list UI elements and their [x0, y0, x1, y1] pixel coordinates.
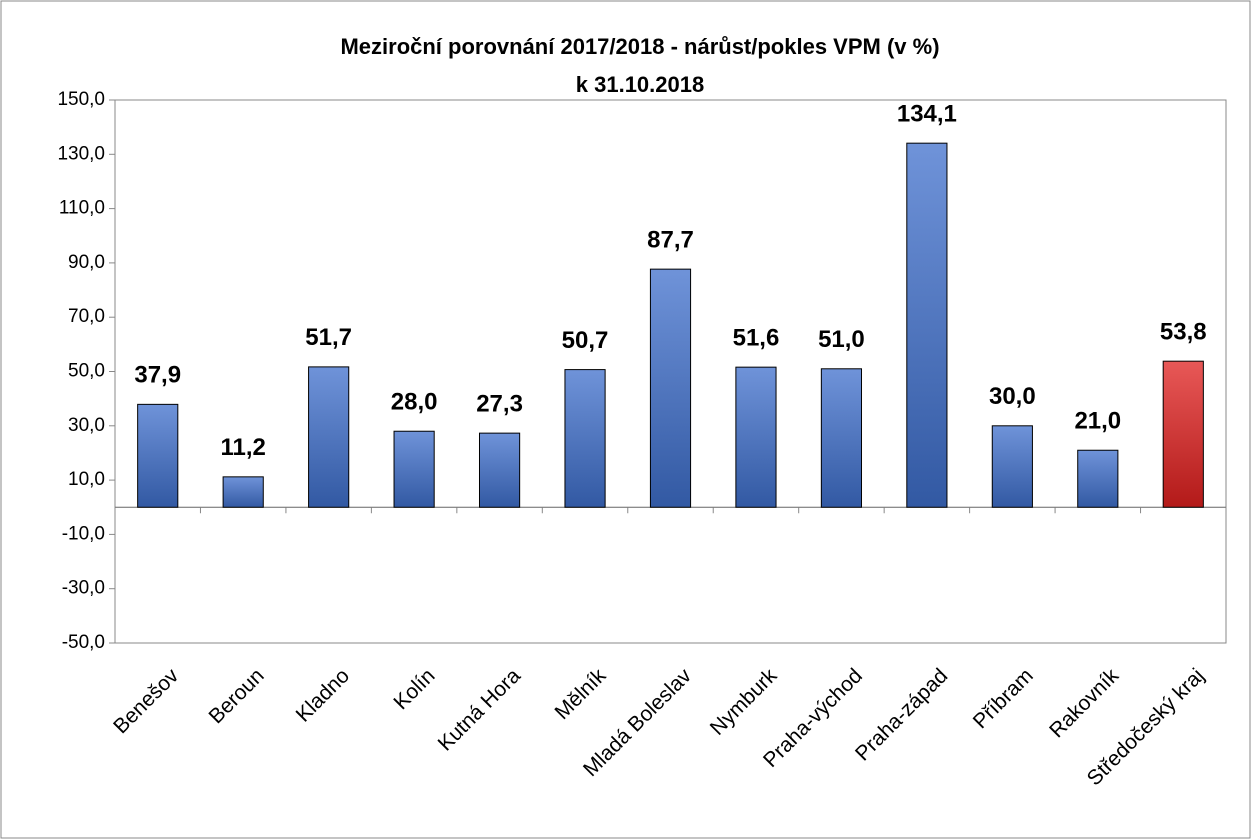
- bar: [308, 366, 350, 508]
- data-label: 30,0: [989, 383, 1036, 410]
- y-tick-label: 150,0: [57, 89, 105, 110]
- y-tick-label: 90,0: [68, 252, 105, 273]
- y-tick-label: -10,0: [62, 523, 105, 544]
- bar: [1162, 360, 1204, 508]
- y-tick-label: -30,0: [62, 578, 105, 599]
- y-tick-label: -50,0: [62, 632, 105, 653]
- y-tick-label: 50,0: [68, 361, 105, 382]
- data-label: 27,3: [476, 390, 523, 417]
- y-tick-label: 10,0: [68, 469, 105, 490]
- bar: [649, 268, 692, 508]
- data-label: 51,6: [733, 324, 780, 351]
- data-label: 87,7: [647, 226, 694, 253]
- bar: [820, 368, 863, 508]
- data-label: 11,2: [220, 434, 265, 461]
- data-label: 21,0: [1074, 408, 1121, 435]
- bar: [991, 425, 1033, 508]
- y-tick-label: 130,0: [57, 143, 105, 164]
- bar: [393, 430, 435, 508]
- data-label: 134,1: [897, 101, 957, 128]
- chart-title: Meziroční porovnání 2017/2018 - nárůst/p…: [340, 34, 939, 59]
- data-label: 51,7: [305, 324, 352, 351]
- y-tick-label: 30,0: [68, 415, 105, 436]
- data-label: 53,8: [1160, 319, 1207, 346]
- bar: [1077, 449, 1119, 508]
- bar: [137, 403, 179, 508]
- data-label: 50,7: [562, 327, 609, 354]
- data-label: 51,0: [818, 326, 865, 353]
- bar: [478, 432, 521, 508]
- y-tick-label: 70,0: [68, 306, 105, 327]
- data-label: 37,9: [134, 362, 181, 389]
- chart-subtitle: k 31.10.2018: [576, 72, 704, 97]
- bar: [564, 369, 606, 508]
- bar: [906, 142, 948, 508]
- bar: [222, 476, 264, 508]
- y-tick-label: 110,0: [59, 198, 105, 219]
- bar: [735, 366, 777, 508]
- data-label: 28,0: [391, 389, 438, 416]
